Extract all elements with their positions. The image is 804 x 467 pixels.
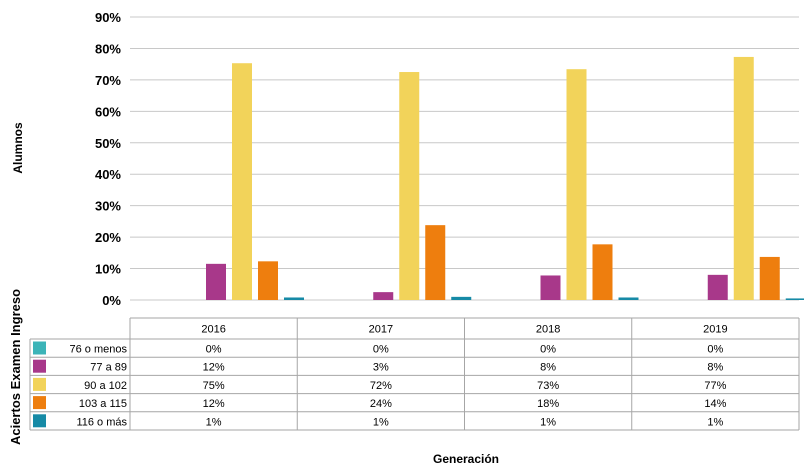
bar <box>206 263 226 300</box>
bar <box>373 292 394 300</box>
data-label: 77% <box>704 380 726 392</box>
bar <box>566 69 587 300</box>
x-axis-title: Generación <box>433 452 499 466</box>
legend-swatch <box>33 341 46 355</box>
bar <box>232 63 252 301</box>
y-tick-label: 60% <box>95 104 121 119</box>
data-label: 8% <box>707 362 723 374</box>
y-tick-label: 10% <box>95 262 121 277</box>
bar <box>733 56 754 300</box>
bar <box>451 296 472 300</box>
data-label: 12% <box>203 362 225 374</box>
y-tick-label: 70% <box>95 73 121 88</box>
data-table: 2016 2017 2018 2019 76 o menos 0% 0% 0% 0% 77 a 8… <box>29 317 800 431</box>
data-label: 75% <box>203 380 225 392</box>
data-label: 1% <box>206 416 222 428</box>
bars <box>206 56 804 301</box>
data-label: 24% <box>370 398 392 410</box>
legend-entry: 116 o más <box>76 416 127 428</box>
legend-entry: 90 a 102 <box>84 380 127 392</box>
x-tick-label: 2016 <box>201 324 225 336</box>
y-tick-label: 0% <box>102 293 121 308</box>
data-label: 0% <box>373 344 389 356</box>
bar <box>759 256 780 300</box>
bar <box>425 225 446 300</box>
data-label: 0% <box>206 344 222 356</box>
legend-swatch <box>33 414 46 428</box>
y-tick-label: 40% <box>95 167 121 182</box>
legend-swatch <box>33 377 46 391</box>
y-tick-label: 20% <box>95 230 121 245</box>
data-label: 3% <box>373 362 389 374</box>
legend-entry: 103 a 115 <box>79 398 127 410</box>
bar <box>618 297 639 300</box>
bar <box>540 275 561 300</box>
bar <box>785 298 804 300</box>
y-tick-label: 50% <box>95 136 121 151</box>
bar <box>284 297 304 300</box>
gridlines <box>130 16 799 301</box>
data-label: 1% <box>540 416 556 428</box>
legend-entry: 77 a 89 <box>90 362 127 374</box>
y-tick-labels: 0% 10% 20% 30% 40% 50% 60% 70% 80% 90% <box>95 10 121 308</box>
data-label: 0% <box>540 344 556 356</box>
y-tick-label: 80% <box>95 41 121 56</box>
data-label: 73% <box>537 380 559 392</box>
y-tick-label: 90% <box>95 10 121 25</box>
bar <box>399 72 420 301</box>
bar <box>258 261 278 300</box>
x-tick-label: 2018 <box>536 324 560 336</box>
data-label: 1% <box>373 416 389 428</box>
table-axis-title: Aciertos Examen Ingreso <box>8 289 23 445</box>
data-label: 14% <box>704 398 726 410</box>
data-label: 18% <box>537 398 559 410</box>
data-label: 72% <box>370 380 392 392</box>
data-label: 12% <box>203 398 225 410</box>
legend-swatch <box>33 396 46 410</box>
legend-entry: 76 o menos <box>70 344 128 356</box>
data-label: 0% <box>707 344 723 356</box>
bar <box>707 274 728 300</box>
legend-swatch <box>33 359 46 373</box>
data-label: 1% <box>707 416 723 428</box>
y-axis-title: Alumnos <box>11 122 25 174</box>
y-tick-label: 30% <box>95 199 121 214</box>
x-tick-label: 2019 <box>703 324 727 336</box>
bar <box>592 244 613 300</box>
data-label: 8% <box>540 362 556 374</box>
x-tick-label: 2017 <box>369 324 393 336</box>
